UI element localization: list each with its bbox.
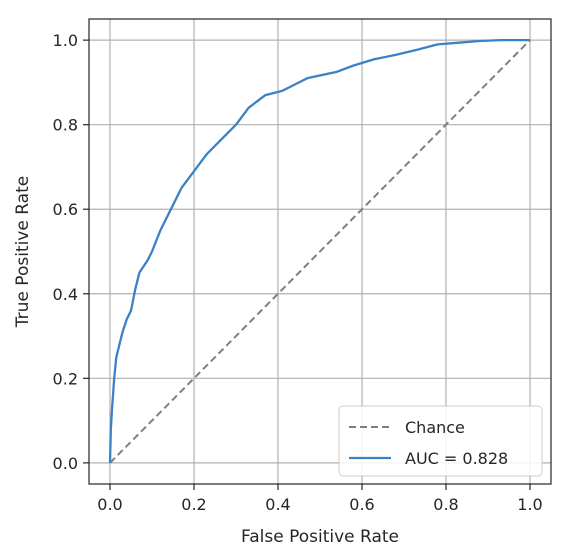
y-tick-label: 0.8 [53, 116, 78, 135]
x-tick-label: 0.8 [433, 495, 458, 514]
x-tick-label: 1.0 [517, 495, 542, 514]
grid-lines [89, 19, 551, 484]
y-tick-label: 0.6 [53, 200, 78, 219]
y-tick-label: 0.0 [53, 454, 78, 473]
plot-frame [88, 18, 552, 485]
legend: Chance AUC = 0.828 [338, 405, 543, 477]
legend-label: Chance [405, 418, 465, 437]
y-tick-label: 1.0 [53, 31, 78, 50]
x-tick-label: 0.2 [181, 495, 206, 514]
chance-line [109, 39, 531, 464]
y-tick-label: 0.2 [53, 369, 78, 388]
roc-curve [108, 38, 530, 463]
x-tick-label: 0.4 [265, 495, 290, 514]
axis-ticks: 0.0 0.2 0.4 0.6 0.8 1.0 0.0 0.2 0.4 0.6 0.8 1.0 [53, 31, 543, 514]
series-layer [108, 38, 531, 464]
x-tick-label: 0.0 [97, 495, 122, 514]
y-axis-label: True Positive Rate [13, 176, 33, 328]
x-axis-label: False Positive Rate [241, 527, 399, 547]
legend-label: AUC = 0.828 [405, 449, 508, 468]
x-tick-label: 0.6 [349, 495, 374, 514]
y-tick-label: 0.4 [53, 285, 78, 304]
